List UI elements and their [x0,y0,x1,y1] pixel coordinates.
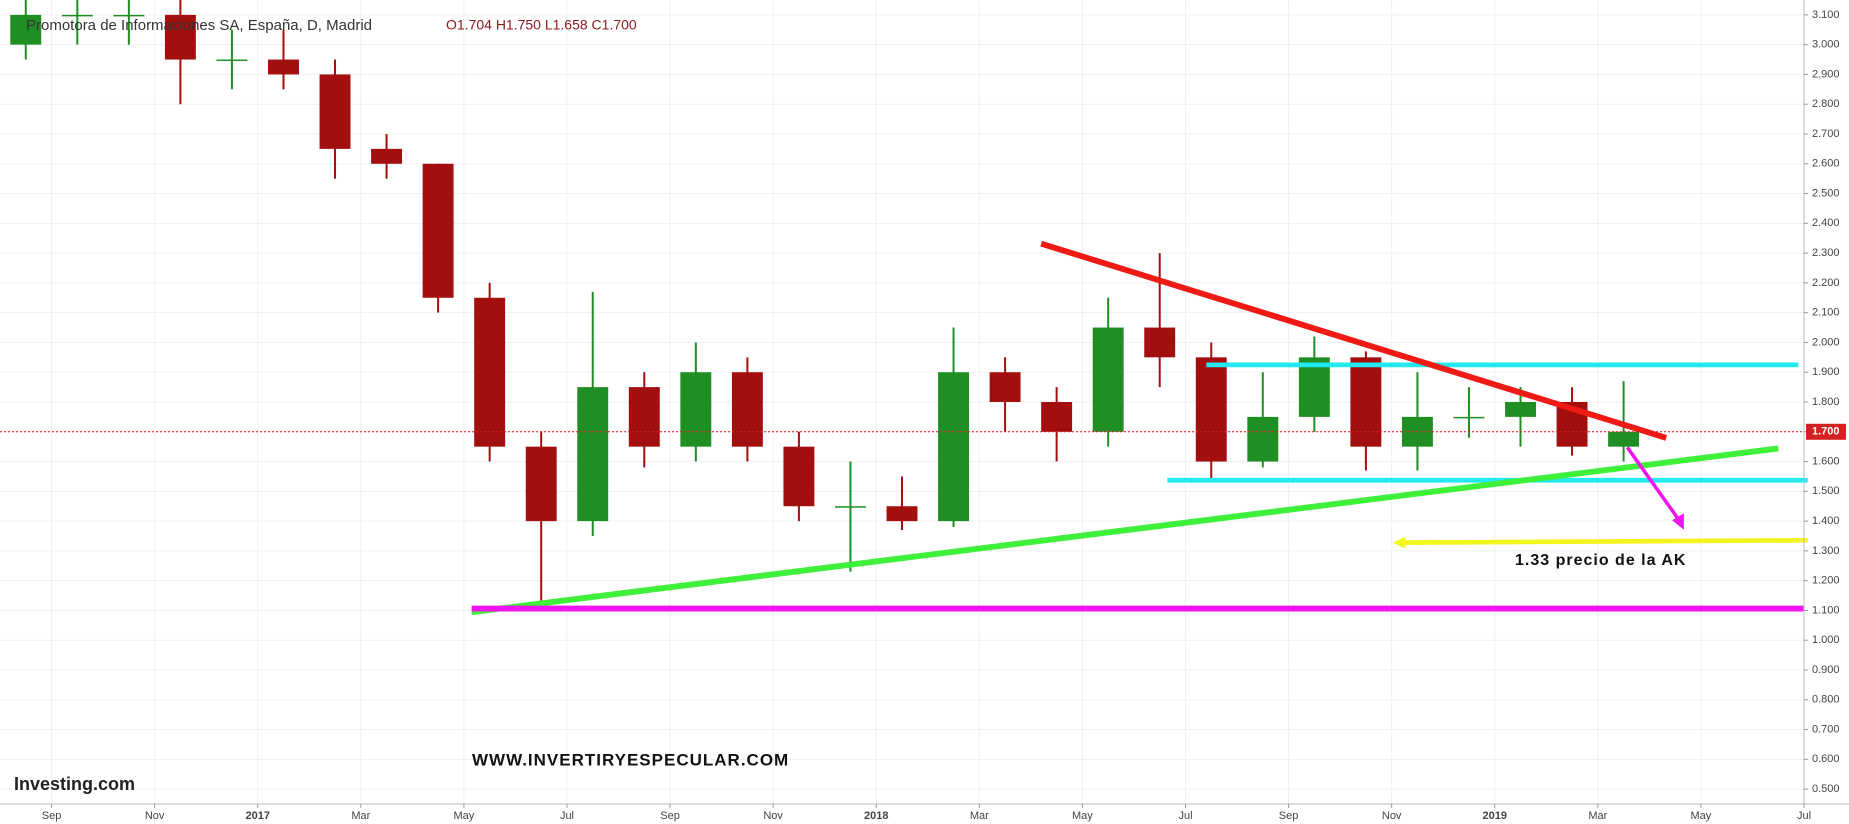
y-tick-label: 1.100 [1812,604,1840,616]
candle-body [113,14,145,17]
y-tick-label: 1.600 [1812,455,1840,467]
down-arrow [1625,446,1681,522]
candle-body [164,14,196,60]
candle-body [1092,327,1124,432]
watermark: WWW.INVERTIRYESPECULAR.COM [472,750,789,769]
y-tick-label: 1.400 [1812,515,1840,527]
x-tick-label: Mar [970,810,989,822]
ohlc-readout: O1.704 H1.750 L1.658 C1.700 [446,17,637,33]
y-tick-label: 2.000 [1812,336,1840,348]
candle-body [1350,357,1382,447]
x-tick-label: May [453,810,474,822]
y-tick-label: 0.800 [1812,694,1840,706]
price-label: 1.700 [1812,426,1840,438]
y-tick-label: 2.400 [1812,217,1840,229]
x-tick-label: Nov [763,810,783,822]
down-arrow-head [1672,513,1684,530]
chart-title: Promotora de Informaciones SA, España, D… [26,17,372,34]
y-tick-label: 2.700 [1812,128,1840,140]
candle-body [1453,416,1485,419]
y-tick-label: 3.100 [1812,9,1840,21]
candle-body [577,387,609,522]
candle-body [1195,357,1227,462]
x-tick-label: Jul [560,810,574,822]
y-tick-label: 1.500 [1812,485,1840,497]
y-tick-label: 1.000 [1812,634,1840,646]
y-tick-label: 0.500 [1812,783,1840,795]
candle-body [525,446,557,522]
candle-body [319,74,351,149]
candle-body [268,59,299,75]
x-tick-label: 2017 [245,810,269,822]
candle-body [938,372,970,522]
x-tick-label: Jul [1797,810,1811,822]
candle-body [1144,327,1176,358]
y-tick-label: 0.900 [1812,664,1840,676]
y-tick-label: 1.800 [1812,396,1840,408]
y-tick-label: 1.300 [1812,545,1840,557]
x-tick-label: 2018 [864,810,888,822]
candle-body [834,506,866,508]
downtrend-line [1040,240,1668,441]
y-tick-label: 1.200 [1812,575,1840,587]
candle-body [680,372,712,447]
target-arrow [1392,536,1406,549]
candle-body [989,372,1021,402]
y-tick-label: 2.500 [1812,187,1840,199]
candle-body [216,59,248,62]
y-tick-label: 0.700 [1812,723,1840,735]
candle-body [628,387,660,447]
candle-body [10,14,42,45]
x-tick-label: Sep [660,810,680,822]
target-annotation: 1.33 precio de la AK [1515,552,1686,569]
candle-body [61,14,93,17]
candles [10,0,1640,602]
y-tick-label: 2.900 [1812,68,1840,80]
price-tag [1806,423,1846,440]
uptrend-line [471,445,1779,616]
y-tick-label: 1.900 [1812,366,1840,378]
drawings [471,240,1808,616]
x-tick-label: Mar [351,810,370,822]
x-tick-label: Nov [145,810,165,822]
candle-body [731,372,763,447]
target-line [1403,537,1808,545]
candle-body [422,163,454,298]
y-tick-label: 2.600 [1812,158,1840,170]
candle-body [886,506,918,522]
x-tick-label: May [1072,810,1093,822]
y-tick-label: 2.300 [1812,247,1840,259]
x-tick-label: Sep [1279,810,1299,822]
axes: 0.500 0.600 0.700 0.800 0.900 1.000 1.100 1.200… [0,9,1846,822]
y-tick-label: 0.600 [1812,753,1840,765]
source-logo: Investing.com [14,774,135,794]
y-tick-label: 3.000 [1812,39,1840,51]
candle-body [1298,357,1330,417]
y-tick-label: 2.200 [1812,277,1840,289]
x-tick-label: 2019 [1483,810,1507,822]
candle-body [1247,416,1279,462]
x-tick-label: Jul [1178,810,1192,822]
x-tick-label: Sep [42,810,62,822]
x-tick-label: May [1691,810,1712,822]
candle-body [1608,431,1640,447]
candle-body [371,148,403,164]
x-tick-label: Mar [1588,810,1607,822]
candle-body [783,446,815,507]
candle-body [474,297,506,447]
candle-body [1505,402,1536,417]
x-tick-label: Nov [1382,810,1402,822]
y-tick-label: 2.100 [1812,307,1840,319]
candle-body [1041,402,1073,432]
y-tick-label: 2.800 [1812,98,1840,110]
